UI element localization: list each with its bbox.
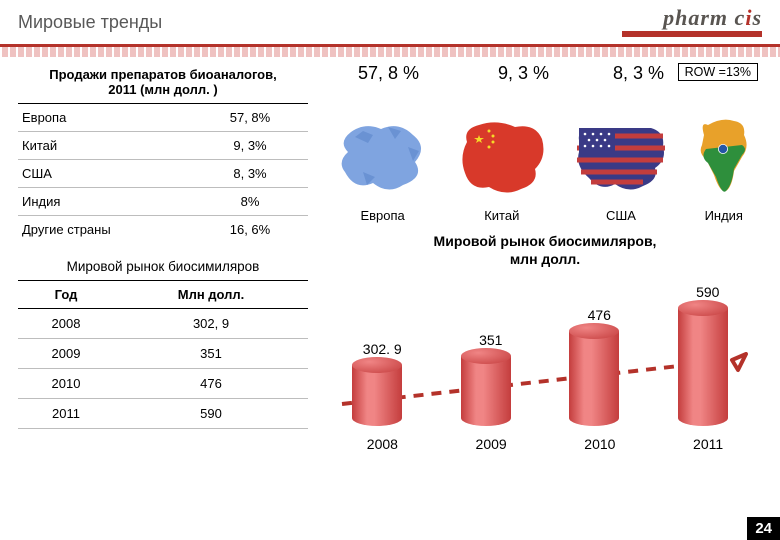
page-title: Мировые тренды [18,12,162,33]
usa-map-icon [573,122,668,197]
chart-bar: 476 [569,331,629,426]
country-maps: Европа Китай [328,103,762,223]
brand-logo: pharm cis [622,7,762,37]
table-row: Другие страны16, 6% [18,216,308,244]
europe-map-icon [333,117,433,197]
table-row: 2011590 [18,399,308,429]
table-row: Индия8% [18,188,308,216]
chart-xtick: 2010 [584,436,615,452]
chart-bar: 590 [678,308,738,426]
pct-china: 9, 3 % [498,63,549,84]
biosimilars-chart: 302. 9 351 476 590 2008 2009 2010 2011 [328,272,762,452]
chart-bar: 351 [461,356,521,426]
china-map-icon [457,117,547,197]
sales-table: Европа57, 8% Китай9, 3% США8, 3% Индия8%… [18,103,308,243]
chart-title: Мировой рынок биосимиляров,млн долл. [328,233,762,268]
market-table: ГодМлн долл. 2008302, 9 2009351 2010476 … [18,280,308,429]
table1-title: Продажи препаратов биоаналогов,2011 (млн… [18,67,308,97]
chart-bar: 302. 9 [352,365,412,426]
chart-xtick: 2011 [693,436,723,452]
page-number: 24 [747,517,780,540]
india-map-icon [696,117,751,197]
table-row: США8, 3% [18,160,308,188]
table-row: Европа57, 8% [18,104,308,132]
chart-xtick: 2009 [476,436,507,452]
table2-title: Мировой рынок биосимиляров [18,259,308,274]
table-row: Китай9, 3% [18,132,308,160]
table-row: 2008302, 9 [18,309,308,339]
pct-europe: 57, 8 % [358,63,419,84]
chart-xtick: 2008 [367,436,398,452]
row-badge: ROW =13% [678,63,758,81]
table-row: 2010476 [18,369,308,399]
pct-usa: 8, 3 % [613,63,664,84]
table-row: 2009351 [18,339,308,369]
